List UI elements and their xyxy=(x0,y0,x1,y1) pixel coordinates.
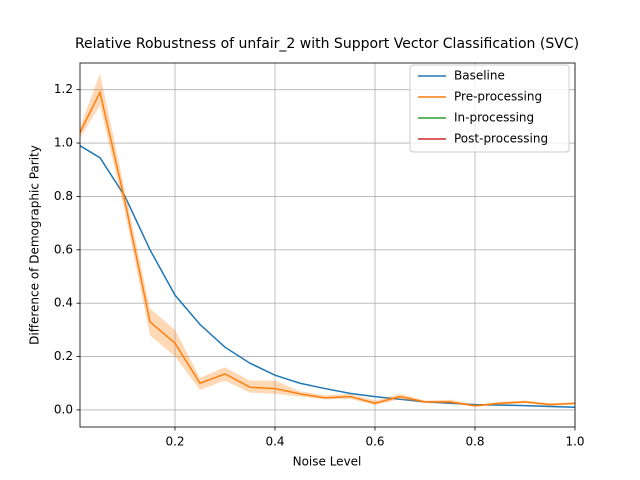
y-tick-label: 0.6 xyxy=(54,242,73,256)
x-tick-label: 0.6 xyxy=(365,435,384,449)
y-tick-label: 1.2 xyxy=(54,82,73,96)
legend-label: Baseline xyxy=(454,69,505,83)
y-tick-label: 0.8 xyxy=(54,189,73,203)
y-tick-label: 0.2 xyxy=(54,349,73,363)
plot-frame xyxy=(79,62,576,428)
chart-title: Relative Robustness of unfair_2 with Sup… xyxy=(75,36,579,52)
x-tick-label: 1.0 xyxy=(565,435,584,449)
x-tick-label: 0.8 xyxy=(465,435,484,449)
series-line xyxy=(80,90,575,407)
x-axis-label: Noise Level xyxy=(293,455,362,469)
x-tick-label: 0.2 xyxy=(165,435,184,449)
legend-label: Post-processing xyxy=(454,132,548,146)
legend-label: Pre-processing xyxy=(454,90,542,104)
y-tick-label: 0.4 xyxy=(54,296,73,310)
x-tick-label: 0.4 xyxy=(265,435,284,449)
y-axis-label: Difference of Demographic Parity xyxy=(28,145,42,345)
series-line xyxy=(80,145,575,409)
legend-label: In-processing xyxy=(454,111,534,125)
y-tick-label: 0.0 xyxy=(54,402,73,416)
legend-box xyxy=(409,64,570,153)
y-tick-label: 1.0 xyxy=(54,136,73,150)
